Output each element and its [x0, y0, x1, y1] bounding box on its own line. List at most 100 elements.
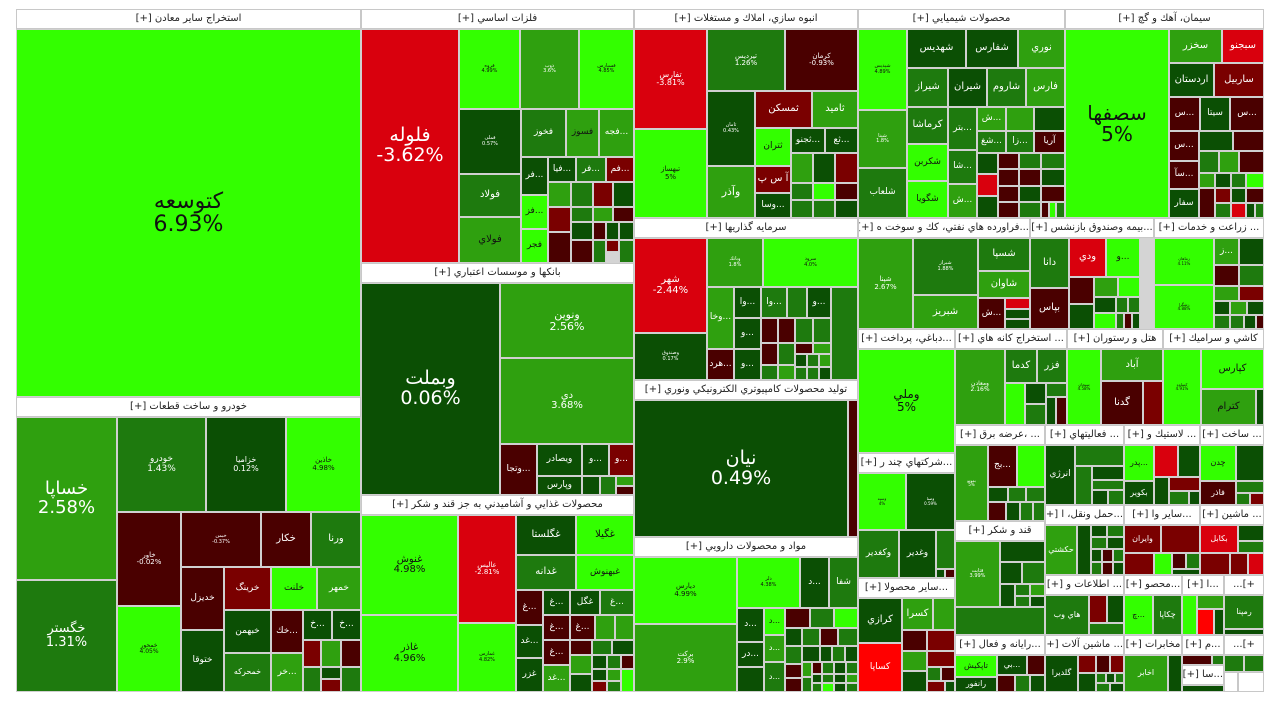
stock-tile-unlabeled[interactable]	[1106, 673, 1115, 683]
stock-tile[interactable]: شفا	[829, 557, 858, 608]
stock-tile-unlabeled[interactable]	[819, 354, 831, 367]
stock-tile-unlabeled[interactable]	[1092, 490, 1108, 505]
stock-tile-unlabeled[interactable]	[1096, 655, 1110, 673]
stock-tile[interactable]: غمارس 4.82%	[458, 623, 516, 692]
stock-tile[interactable]: بكابل	[1200, 525, 1238, 553]
stock-tile[interactable]: زشگزا 4.88%	[1154, 285, 1214, 329]
stock-tile[interactable]: شبريز	[913, 295, 978, 329]
stock-tile[interactable]: كرمان -0.93%	[785, 29, 858, 91]
stock-tile-unlabeled[interactable]	[303, 667, 321, 692]
stock-tile[interactable]: ...س	[1169, 97, 1200, 131]
stock-tile-unlabeled[interactable]	[1239, 286, 1264, 301]
stock-tile[interactable]: سخزر	[1169, 29, 1222, 63]
stock-tile-unlabeled[interactable]	[795, 354, 807, 367]
stock-tile-unlabeled[interactable]	[813, 183, 835, 200]
stock-tile-unlabeled[interactable]	[1116, 313, 1124, 329]
stock-tile[interactable]: ...غد	[543, 665, 570, 692]
stock-tile[interactable]: وغدير	[899, 530, 936, 578]
stock-tile-unlabeled[interactable]	[593, 222, 606, 240]
stock-tile[interactable]: ونوين 2.56%	[500, 283, 634, 358]
stock-tile[interactable]: سفار	[1169, 189, 1199, 218]
stock-tile-unlabeled[interactable]	[1246, 173, 1264, 188]
stock-tile[interactable]: غبهنوش	[576, 555, 634, 590]
stock-tile[interactable]: خكار	[261, 512, 311, 567]
stock-tile-unlabeled[interactable]	[1182, 655, 1212, 665]
stock-tile-unlabeled[interactable]	[1161, 525, 1200, 553]
sector-header-expand[interactable]: انبوه سازي، املاك و مستغلات [+]	[634, 9, 858, 29]
stock-tile-unlabeled[interactable]	[1154, 477, 1169, 505]
stock-tile-unlabeled[interactable]	[570, 655, 592, 674]
stock-tile-unlabeled[interactable]	[1005, 383, 1025, 425]
stock-tile-unlabeled[interactable]	[902, 630, 927, 651]
sector-header-expand[interactable]: +]...	[1224, 575, 1264, 595]
stock-tile-unlabeled[interactable]	[606, 240, 619, 252]
sector-header-expand[interactable]: ...شركتهاي چند ر [+]	[858, 453, 955, 473]
stock-tile[interactable]: ...خ	[303, 610, 332, 640]
stock-tile-unlabeled[interactable]	[1250, 493, 1264, 505]
stock-tile-unlabeled[interactable]	[822, 683, 834, 692]
sector-header-expand[interactable]: ... ماشين [+]	[1200, 505, 1264, 525]
sector-header-expand[interactable]: ...سا [+]	[1182, 665, 1224, 685]
stock-tile-unlabeled[interactable]	[791, 200, 813, 218]
stock-tile-unlabeled[interactable]	[303, 640, 321, 667]
stock-tile-unlabeled[interactable]	[1214, 265, 1239, 286]
sector-header-expand[interactable]: +]...	[1224, 635, 1264, 655]
stock-tile[interactable]: حكشتي	[1045, 525, 1077, 575]
stock-tile-unlabeled[interactable]	[1008, 487, 1026, 502]
stock-tile-unlabeled[interactable]	[795, 367, 807, 380]
stock-tile[interactable]: كسرا	[902, 598, 933, 630]
stock-tile-unlabeled[interactable]	[613, 207, 634, 222]
stock-tile[interactable]: ...ش	[978, 298, 1005, 329]
stock-tile[interactable]: وملي 5%	[858, 349, 955, 453]
stock-tile-unlabeled[interactable]	[1169, 491, 1189, 505]
stock-tile-unlabeled[interactable]	[1238, 525, 1264, 541]
stock-tile-unlabeled[interactable]	[1075, 466, 1092, 505]
stock-tile-unlabeled[interactable]	[832, 646, 845, 662]
stock-tile-unlabeled[interactable]	[791, 153, 813, 183]
stock-tile-unlabeled[interactable]	[1110, 683, 1124, 692]
stock-tile-unlabeled[interactable]	[1219, 151, 1239, 173]
stock-tile-unlabeled[interactable]	[1089, 623, 1124, 635]
stock-tile-unlabeled[interactable]	[1005, 298, 1030, 309]
stock-tile-unlabeled[interactable]	[1094, 277, 1118, 297]
stock-tile-unlabeled[interactable]	[1102, 562, 1113, 575]
stock-tile-unlabeled[interactable]	[570, 674, 592, 692]
stock-tile[interactable]: شفارس	[966, 29, 1018, 68]
stock-tile-unlabeled[interactable]	[1239, 238, 1264, 265]
stock-tile-unlabeled[interactable]	[341, 667, 361, 692]
stock-tile-unlabeled[interactable]	[1022, 562, 1045, 584]
stock-tile[interactable]: ثاميد	[812, 91, 858, 128]
stock-tile-unlabeled[interactable]	[1154, 553, 1172, 575]
stock-tile[interactable]: ...غ	[570, 615, 595, 640]
sector-header-expand[interactable]: محصولات غذايي و آشاميدني به جز قند و شكر…	[361, 495, 634, 515]
stock-tile-unlabeled[interactable]	[1096, 673, 1106, 683]
stock-tile[interactable]: كدما	[1005, 349, 1037, 383]
stock-tile[interactable]: شگويا	[907, 181, 948, 218]
stock-tile-unlabeled[interactable]	[321, 667, 341, 679]
stock-tile[interactable]: كرماشا	[907, 107, 948, 144]
stock-tile[interactable]: ...بج	[988, 445, 1017, 487]
stock-tile[interactable]: ...غ	[543, 590, 570, 615]
sector-header-expand[interactable]: توليد محصولات كامپيوتري الكترونيكي ونوري…	[634, 380, 858, 400]
stock-tile[interactable]: خمحركه	[224, 653, 271, 692]
stock-tile-unlabeled[interactable]	[607, 669, 621, 681]
stock-tile[interactable]: فسپارس 4.85%	[579, 29, 634, 109]
stock-tile-unlabeled[interactable]	[1215, 188, 1231, 203]
stock-tile[interactable]: کتوسعه 6.93%	[16, 29, 361, 397]
stock-tile-unlabeled[interactable]	[761, 365, 778, 380]
stock-tile-unlabeled[interactable]	[785, 678, 802, 692]
stock-tile[interactable]: ...بتر	[948, 107, 977, 150]
stock-tile[interactable]: خودرو 1.43%	[117, 417, 206, 512]
stock-tile[interactable]: فاذر	[1200, 481, 1236, 505]
stock-tile-unlabeled[interactable]	[785, 646, 802, 664]
sector-header-expand[interactable]: هتل و رستوران [+]	[1067, 329, 1163, 349]
stock-tile-unlabeled[interactable]	[1128, 297, 1140, 313]
stock-tile-unlabeled[interactable]	[1107, 595, 1124, 623]
stock-tile[interactable]: ...وا	[761, 287, 787, 318]
stock-tile[interactable]: نيان 0.49%	[634, 400, 848, 537]
stock-tile-unlabeled[interactable]	[1096, 683, 1110, 692]
stock-tile-unlabeled[interactable]	[616, 476, 634, 486]
stock-tile-unlabeled[interactable]	[1224, 629, 1264, 635]
stock-tile-unlabeled[interactable]	[607, 655, 621, 669]
stock-tile-unlabeled[interactable]	[802, 628, 820, 646]
